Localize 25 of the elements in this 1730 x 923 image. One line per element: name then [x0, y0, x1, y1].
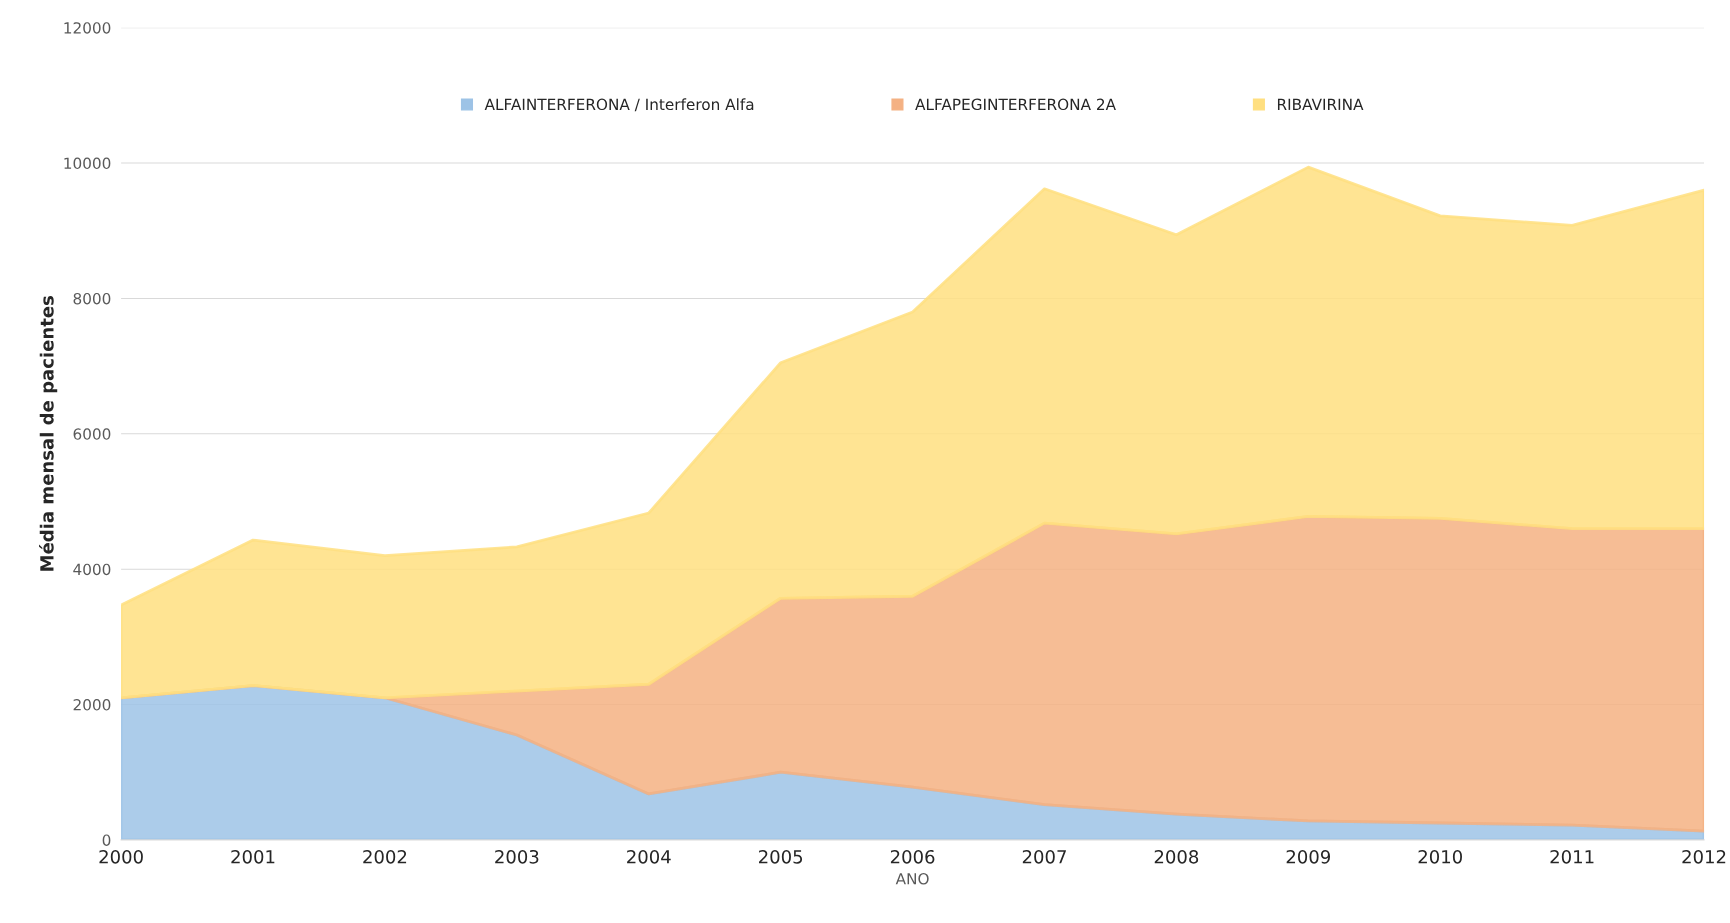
x-tick-label: 2006 [890, 849, 935, 864]
x-tick-label: 2007 [1022, 849, 1066, 864]
y-tick-label: 10000 [64, 157, 111, 170]
x-tick-label: 2012 [1682, 849, 1726, 864]
x-tick-label: 2011 [1550, 849, 1594, 864]
y-tick-label: 6000 [73, 428, 111, 440]
legend-label: RIBAVIRINA [1277, 98, 1364, 110]
legend-label: ALFAINTERFERONA / Interferon Alfa [484, 98, 754, 112]
y-axis-title: Média mensal de pacientes [39, 296, 58, 571]
x-tick-label: 2005 [759, 849, 803, 864]
y-tick-label: 12000 [64, 22, 111, 34]
x-tick-label: 2000 [99, 849, 143, 864]
x-tick-label: 2003 [495, 849, 539, 864]
y-tick-label: 8000 [73, 292, 111, 305]
x-tick-label: 2010 [1418, 849, 1462, 864]
x-tick-label: 2004 [627, 849, 671, 864]
x-tick-label: 2001 [231, 849, 275, 864]
y-tick-label: 4000 [73, 563, 111, 576]
x-tick-label: 2002 [363, 849, 407, 864]
x-axis-title: ANO [895, 872, 929, 885]
x-tick-label: 2008 [1154, 849, 1199, 864]
x-tick-label: 2009 [1286, 849, 1331, 864]
legend-label: ALFAPEGINTERFERONA 2A [915, 98, 1116, 111]
y-tick-label: 2000 [73, 699, 111, 711]
y-tick-label: 0 [102, 834, 111, 846]
